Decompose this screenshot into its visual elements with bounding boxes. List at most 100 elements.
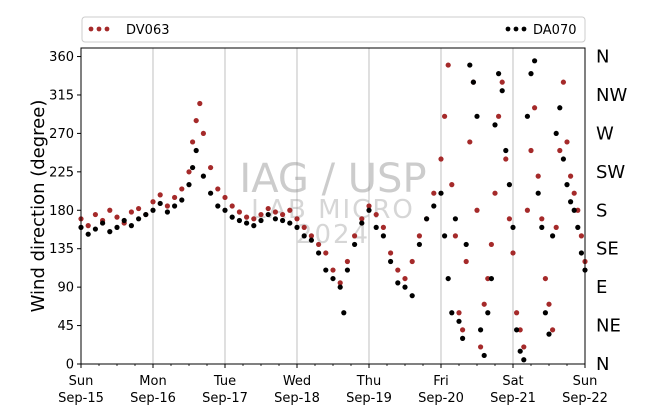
data-point-da070 xyxy=(323,267,329,273)
compass-label: NW xyxy=(596,85,627,106)
x-axis-ticks: Sun Sep-15 Mon Sep-16 Tue Sep-17 Wed Sep-18 Thu S… xyxy=(58,364,608,406)
y-axis-title: Wind direction (degree) xyxy=(28,100,49,313)
data-point-dv063 xyxy=(114,214,120,220)
data-point-dv063 xyxy=(251,216,257,222)
data-point-da070 xyxy=(528,71,534,77)
data-point-da070 xyxy=(445,275,451,282)
data-point-dv063 xyxy=(244,214,250,220)
data-point-da070 xyxy=(452,216,458,222)
data-point-dv063 xyxy=(416,233,422,239)
data-point-dv063 xyxy=(442,113,448,119)
watermark-line-3: 2024 xyxy=(296,220,370,250)
legend-label-da070: DA070 xyxy=(533,23,577,38)
data-point-dv063 xyxy=(438,156,444,162)
data-point-da070 xyxy=(215,203,221,209)
data-point-dv063 xyxy=(236,209,242,215)
data-point-dv063 xyxy=(535,173,541,179)
data-point-dv063 xyxy=(197,100,203,107)
y-tick-label: 360 xyxy=(49,50,74,65)
data-point-da070 xyxy=(280,217,286,224)
data-point-da070 xyxy=(463,241,469,248)
y-tick-label: 225 xyxy=(49,165,74,180)
data-point-da070 xyxy=(456,318,462,324)
data-point-dv063 xyxy=(528,147,534,154)
y-tick-label: 315 xyxy=(49,88,74,103)
data-point-da070 xyxy=(564,182,570,188)
data-point-da070 xyxy=(488,275,494,282)
data-point-dv063 xyxy=(546,301,552,307)
data-point-da070 xyxy=(560,156,567,162)
y-axis-ticks: 0 45 90 135 180 225 270 315 360 xyxy=(49,50,81,373)
data-point-dv063 xyxy=(280,211,286,218)
x-gridlines xyxy=(152,48,514,364)
data-point-da070 xyxy=(143,211,149,218)
compass-label: SW xyxy=(596,162,625,183)
y-tick-label: 270 xyxy=(49,127,74,142)
legend: DV063 DA070 xyxy=(81,16,586,43)
data-point-da070 xyxy=(341,310,347,316)
x-tick-day: Tue xyxy=(213,374,236,389)
legend-marker-dv063 xyxy=(88,26,110,32)
data-point-da070 xyxy=(532,58,538,64)
data-point-dv063 xyxy=(510,250,516,256)
data-point-dv063 xyxy=(478,344,484,350)
data-point-dv063 xyxy=(190,139,196,145)
data-point-dv063 xyxy=(542,275,549,282)
data-point-da070 xyxy=(186,182,192,188)
data-point-da070 xyxy=(100,220,106,226)
compass-label: SE xyxy=(596,239,619,260)
data-point-dv063 xyxy=(503,156,509,162)
data-point-da070 xyxy=(521,357,527,363)
data-point-dv063 xyxy=(308,233,314,239)
data-point-da070 xyxy=(492,122,498,128)
data-point-dv063 xyxy=(474,207,480,213)
data-point-dv063 xyxy=(550,327,556,333)
data-point-da070 xyxy=(431,203,437,209)
data-point-da070 xyxy=(107,229,113,235)
data-point-da070 xyxy=(416,241,422,248)
data-point-dv063 xyxy=(456,310,462,316)
data-point-dv063 xyxy=(179,186,185,192)
legend-box xyxy=(81,16,586,43)
data-point-dv063 xyxy=(578,233,585,239)
data-point-da070 xyxy=(244,220,250,226)
data-point-da070 xyxy=(287,220,293,226)
data-point-da070 xyxy=(571,207,577,213)
x-tick-date: Sep-20 xyxy=(418,391,464,406)
data-point-da070 xyxy=(200,173,206,179)
data-point-dv063 xyxy=(294,216,300,222)
compass-label: N xyxy=(596,354,609,375)
x-tick-date: Sep-17 xyxy=(202,391,248,406)
watermark: IAG / USP LAB MICRO 2024 xyxy=(239,156,426,250)
data-point-da070 xyxy=(460,335,466,341)
y-tick-label: 0 xyxy=(66,358,74,373)
legend-marker-da070 xyxy=(505,26,527,32)
data-point-dv063 xyxy=(564,139,570,145)
data-point-dv063 xyxy=(460,327,466,333)
data-point-dv063 xyxy=(388,250,394,256)
data-point-dv063 xyxy=(521,344,527,350)
data-point-da070 xyxy=(92,226,98,232)
data-point-da070 xyxy=(478,327,484,333)
data-point-da070 xyxy=(514,327,520,333)
data-point-dv063 xyxy=(128,209,134,215)
data-point-dv063 xyxy=(85,223,91,229)
data-point-da070 xyxy=(402,284,408,290)
data-point-dv063 xyxy=(164,203,170,209)
compass-label: NE xyxy=(596,316,621,337)
data-point-dv063 xyxy=(463,258,469,265)
data-point-dv063 xyxy=(265,205,271,212)
data-point-dv063 xyxy=(380,224,386,230)
data-point-da070 xyxy=(546,331,552,337)
data-point-da070 xyxy=(553,130,559,137)
data-point-dv063 xyxy=(557,147,563,154)
legend-label-dv063: DV063 xyxy=(126,23,170,38)
data-point-dv063 xyxy=(330,267,336,273)
data-point-da070 xyxy=(380,233,386,239)
data-point-da070 xyxy=(449,310,455,316)
watermark-line-1: IAG / USP xyxy=(239,156,426,202)
compass-label: S xyxy=(596,200,607,221)
data-point-dv063 xyxy=(301,224,307,230)
data-point-da070 xyxy=(474,113,480,119)
data-point-da070 xyxy=(208,190,214,196)
